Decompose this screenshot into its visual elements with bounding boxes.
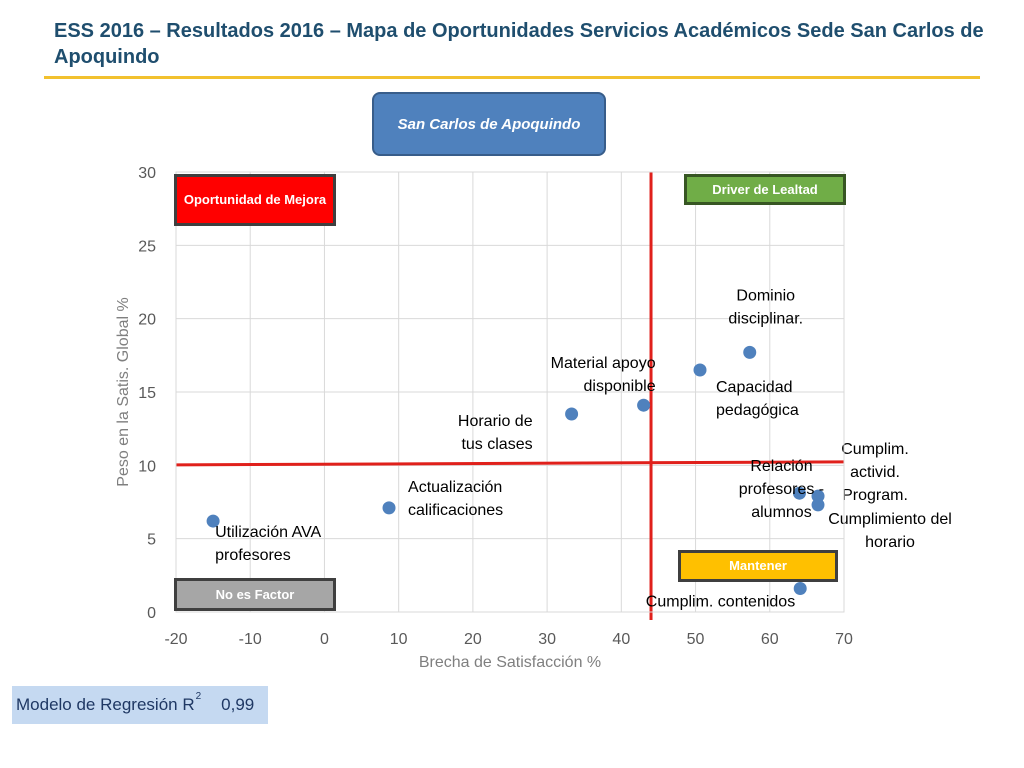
point-label: Capacidad pedagógica <box>716 379 799 419</box>
plot-frame <box>175 171 845 613</box>
threshold-line-horizontal <box>175 460 845 467</box>
point-label: Material apoyo disponible <box>551 355 656 395</box>
data-point <box>382 501 396 515</box>
point-label: Cumplimiento del horario <box>828 511 952 551</box>
x-tick-label: 0 <box>320 631 329 648</box>
x-tick-label: 10 <box>390 631 408 648</box>
x-tick-label: 50 <box>687 631 705 648</box>
regression-box: Modelo de Regresión R 2 0,99 <box>12 686 268 724</box>
point-label: Dominio disciplinar. <box>728 287 803 327</box>
data-point <box>811 498 825 512</box>
y-axis-label: Peso en la Satis. Global % <box>115 297 132 486</box>
x-tick-label: -10 <box>239 631 262 648</box>
data-point <box>792 486 806 500</box>
page-title: ESS 2016 – Resultados 2016 – Mapa de Opo… <box>54 20 984 68</box>
point-label: Cumplim. activid. Program. <box>841 441 909 504</box>
x-tick-label: 70 <box>835 631 853 648</box>
regression-superscript: 2 <box>195 690 202 702</box>
x-tick-label: 20 <box>464 631 482 648</box>
site-label-box: San Carlos de Apoquindo <box>372 92 606 156</box>
data-point <box>793 582 807 596</box>
point-label: Cumplim. contenidos <box>646 594 795 611</box>
point-label: Actualización calificaciones <box>408 479 503 519</box>
quadrant-label-driver: Driver de Lealtad <box>684 174 846 205</box>
x-tick-label: 60 <box>761 631 779 648</box>
title-underline <box>44 76 980 79</box>
data-point <box>206 514 220 528</box>
y-tick-label: 10 <box>138 458 156 475</box>
x-tick-label: 40 <box>612 631 630 648</box>
point-label: Relación profesores -alumnos <box>739 458 824 521</box>
quadrant-label-not-factor: No es Factor <box>174 578 336 611</box>
y-tick-label: 30 <box>138 165 156 182</box>
regression-value: 0,99 <box>221 695 255 714</box>
y-tick-label: 0 <box>147 605 156 622</box>
point-label: Utilización AVA profesores <box>215 524 321 564</box>
data-point <box>693 363 707 377</box>
data-point <box>565 407 579 421</box>
x-axis-label: Brecha de Satisfacción % <box>419 654 601 671</box>
regression-label: Modelo de Regresión R <box>16 695 195 714</box>
data-point <box>637 398 651 412</box>
y-tick-label: 20 <box>138 312 156 329</box>
quadrant-label-opportunity: Oportunidad de Mejora <box>174 174 336 226</box>
x-tick-label: -20 <box>164 631 187 648</box>
data-point <box>743 345 757 359</box>
x-tick-label: 30 <box>538 631 556 648</box>
y-tick-label: 15 <box>138 385 156 402</box>
point-label: Horario de tus clases <box>458 413 533 453</box>
y-tick-label: 5 <box>147 532 156 549</box>
y-tick-label: 25 <box>138 238 156 255</box>
quadrant-label-maintain: Mantener <box>678 550 838 582</box>
